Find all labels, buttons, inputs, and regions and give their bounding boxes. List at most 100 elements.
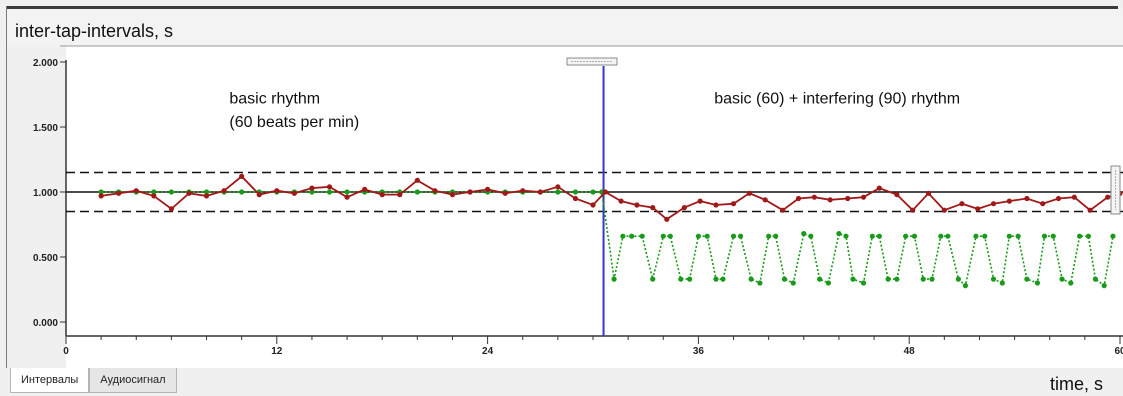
point-red <box>941 207 947 213</box>
point-green <box>309 189 315 195</box>
point-red <box>618 198 624 204</box>
point-green <box>704 233 710 239</box>
point-red <box>151 193 157 199</box>
point-red <box>1024 195 1030 202</box>
point-red <box>990 201 997 207</box>
point-red <box>713 202 719 208</box>
point-red <box>221 188 227 194</box>
point-red <box>309 185 315 191</box>
point-red <box>876 185 882 191</box>
point-red <box>730 201 737 207</box>
chart-title: inter-tap-intervals, s <box>15 21 174 41</box>
point-green <box>344 189 350 195</box>
point-green <box>1034 280 1041 286</box>
point-red <box>432 188 438 194</box>
tab-audio-signal[interactable]: Аудиосигнал <box>89 368 177 393</box>
point-green <box>781 276 788 282</box>
x-tick-label: 36 <box>693 346 705 357</box>
point-red <box>449 192 456 198</box>
window-top-border <box>6 6 1118 9</box>
point-green <box>938 233 944 239</box>
point-green <box>660 233 666 239</box>
point-green <box>825 280 831 286</box>
point-green <box>920 276 926 282</box>
point-red <box>1071 194 1077 200</box>
point-red <box>1087 207 1093 213</box>
point-red <box>186 190 192 196</box>
point-green <box>720 276 726 282</box>
point-green <box>168 189 174 195</box>
point-green <box>1059 276 1065 282</box>
point-red <box>746 190 752 196</box>
point-green <box>903 233 909 239</box>
point-red <box>827 197 833 203</box>
point-red <box>537 189 543 195</box>
point-green <box>962 283 969 289</box>
point-green <box>876 233 882 239</box>
point-green <box>766 233 772 239</box>
x-tick-label: 60 <box>1114 346 1123 357</box>
point-green <box>757 280 763 286</box>
point-green <box>869 233 875 239</box>
point-green <box>572 189 579 195</box>
point-red <box>975 206 981 212</box>
point-green <box>1092 276 1099 282</box>
point-red <box>925 190 932 196</box>
point-red <box>681 205 687 211</box>
point-red <box>572 195 579 202</box>
point-red <box>168 206 174 212</box>
point-green <box>894 276 900 282</box>
point-red <box>795 195 802 202</box>
y-tick-label: 0.500 <box>33 253 58 264</box>
view-tabs: Интервалы Аудиосигнал <box>10 368 410 394</box>
point-green <box>955 276 961 282</box>
point-red <box>894 192 900 198</box>
point-red <box>590 202 596 208</box>
point-red <box>602 189 608 195</box>
point-green <box>945 233 951 239</box>
point-red <box>203 193 210 199</box>
point-red <box>910 207 916 213</box>
point-green <box>678 276 684 282</box>
point-green <box>203 189 210 195</box>
point-green <box>98 189 104 195</box>
series-line-red <box>100 175 1121 221</box>
point-green <box>695 233 702 239</box>
point-red <box>780 207 786 213</box>
plot-title-bar <box>7 9 1123 45</box>
tab-intervals[interactable]: Интервалы <box>10 368 90 393</box>
point-green <box>860 280 867 286</box>
point-green <box>639 233 645 239</box>
point-green <box>737 233 744 239</box>
point-red <box>664 216 670 222</box>
x-tick-label: 24 <box>482 346 494 357</box>
point-red <box>379 192 385 198</box>
point-red <box>1105 194 1111 200</box>
point-red <box>291 190 297 196</box>
point-green <box>629 233 635 239</box>
point-green <box>836 231 842 237</box>
x-axis-label: time, s <box>1050 374 1103 394</box>
point-red <box>485 186 491 192</box>
point-red <box>1040 201 1046 207</box>
point-green <box>713 276 719 282</box>
point-green <box>555 189 561 195</box>
point-green <box>650 276 656 282</box>
point-red <box>326 184 333 190</box>
point-red <box>98 193 104 199</box>
point-green <box>850 276 856 282</box>
point-red <box>274 188 280 194</box>
window-left-border <box>6 6 7 368</box>
y-tick-label: 0.000 <box>33 318 58 329</box>
chart-annotation: basic rhythm <box>229 91 320 108</box>
point-green <box>885 276 891 282</box>
point-green <box>1101 283 1107 289</box>
chart-annotation: (60 beats per min) <box>229 114 359 131</box>
point-green <box>1050 233 1056 239</box>
point-red <box>634 202 640 208</box>
x-tick-label: 48 <box>904 346 916 357</box>
point-green <box>748 276 754 282</box>
point-green <box>1024 276 1030 282</box>
